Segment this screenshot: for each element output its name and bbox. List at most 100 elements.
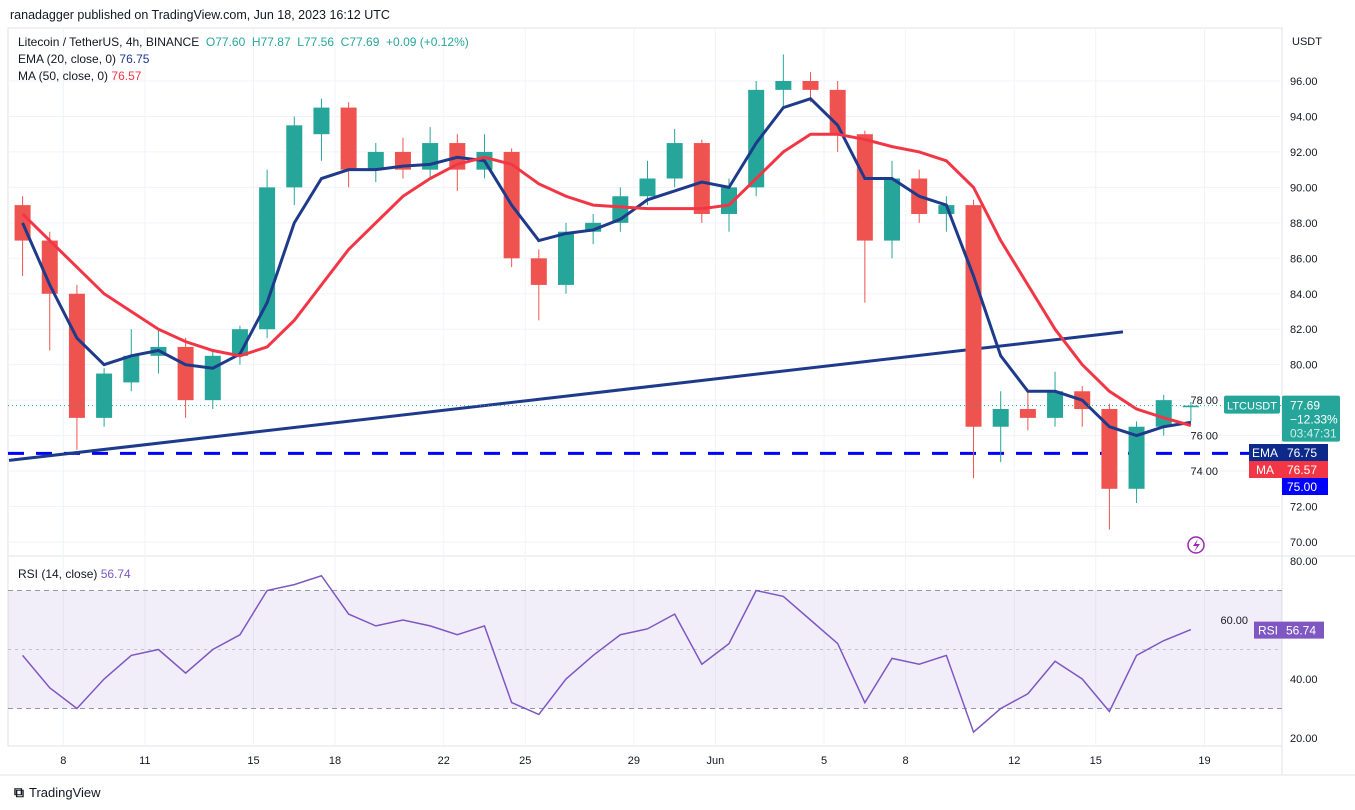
rsi-tick: 20.00 — [1290, 733, 1318, 745]
time-tick: 22 — [438, 755, 450, 767]
high-value: H77.87 — [251, 35, 291, 49]
price-tick: 82.00 — [1290, 324, 1318, 336]
ema-legend: EMA (20, close, 0) 76.75 — [18, 52, 149, 66]
candle-body — [938, 205, 955, 214]
candle-body — [965, 205, 982, 427]
candle-body — [204, 355, 221, 401]
rsi-tick: 60.00 — [1220, 615, 1248, 627]
scale-value-bg — [1282, 478, 1328, 495]
candle-body — [748, 89, 765, 188]
candle-body — [68, 293, 85, 418]
scale-name: EMA — [1252, 446, 1278, 460]
scale-name-bg — [1249, 444, 1282, 461]
rsi-line — [22, 574, 1192, 734]
last-price: 77.69 — [1290, 399, 1320, 413]
rsi-tick: 80.00 — [1290, 556, 1318, 568]
change-value: +0.09 (+0.12%) — [386, 35, 469, 49]
scale-value: 76.75 — [1287, 446, 1317, 460]
time-tick: Jun — [707, 755, 725, 767]
lightning-icon-glyph — [1193, 539, 1200, 552]
last-price-box — [1282, 395, 1340, 442]
candle-body — [775, 81, 792, 90]
rsi-tick: 40.00 — [1290, 674, 1318, 686]
tradingview-logo[interactable]: ⧉ TradingView — [14, 784, 101, 801]
candle-body — [992, 409, 1009, 427]
time-tick: 12 — [1008, 755, 1020, 767]
open-value: O77.60 — [205, 35, 246, 49]
candle-body — [666, 143, 683, 179]
rsi-scale-name: RSI — [1258, 624, 1278, 638]
scale-name-bg — [1249, 461, 1282, 478]
price-tick: 80.00 — [1290, 360, 1318, 372]
candle-body — [693, 143, 710, 214]
countdown: 03:47:31 — [1290, 427, 1337, 441]
ticker-label-bg — [1224, 395, 1280, 414]
candle-body — [557, 231, 574, 285]
candle-body — [259, 187, 276, 330]
price-tick: 92.00 — [1290, 147, 1318, 159]
rsi-value-bg — [1282, 621, 1324, 639]
price-tick: 70.00 — [1290, 537, 1318, 549]
price-axis-unit: USDT — [1292, 36, 1322, 48]
scale-value: 75.00 — [1287, 480, 1317, 494]
ma-value: 76.57 — [111, 69, 142, 83]
candle-body — [41, 240, 58, 294]
ema-line — [21, 97, 1192, 438]
candle-body — [96, 373, 113, 418]
last-change: −12.33% — [1290, 413, 1338, 427]
low-value: L77.56 — [297, 35, 334, 49]
candle-body — [1128, 426, 1145, 489]
candle-body — [884, 178, 901, 241]
candle-body — [639, 178, 656, 197]
published-caption: ranadagger published on TradingView.com,… — [10, 8, 390, 22]
scale-value: 76.57 — [1287, 463, 1317, 477]
candle-body — [340, 107, 357, 170]
candle-body — [585, 222, 602, 232]
scale-value-bg — [1282, 461, 1328, 478]
close-value: C77.69 — [340, 35, 380, 49]
scale-value-bg — [1282, 444, 1328, 461]
candle-body — [286, 125, 303, 188]
candle-body — [123, 355, 140, 383]
candle-body — [802, 81, 819, 90]
time-tick: 15 — [247, 755, 259, 767]
time-tick: 15 — [1090, 755, 1102, 767]
tv-logo-icon: ⧉ — [14, 784, 24, 800]
footer-text: TradingView — [29, 785, 101, 800]
price-tick: 72.00 — [1290, 502, 1318, 514]
candle-body — [1155, 400, 1172, 427]
time-tick: 5 — [821, 755, 827, 767]
rsi-value: 56.74 — [100, 567, 131, 581]
ema-label: EMA (20, close, 0) — [18, 52, 117, 66]
price-tick: 96.00 — [1290, 76, 1318, 88]
candle-body — [313, 107, 330, 135]
candle-body — [530, 258, 547, 285]
rsi-name-bg — [1254, 621, 1282, 639]
scale-name: MA — [1256, 463, 1274, 477]
time-tick: 19 — [1198, 755, 1210, 767]
ma-line — [21, 132, 1192, 427]
price-tick: 94.00 — [1290, 111, 1318, 123]
trendline — [8, 330, 1124, 462]
time-tick: 8 — [903, 755, 909, 767]
candle-body — [1019, 409, 1036, 418]
ticker-label: LTCUSDT — [1227, 401, 1277, 413]
time-tick: 8 — [60, 755, 66, 767]
candle-body — [177, 346, 194, 401]
time-tick: 25 — [519, 755, 531, 767]
rsi-scale-value: 56.74 — [1286, 624, 1316, 638]
price-tick: 86.00 — [1290, 253, 1318, 265]
price-tick: 88.00 — [1290, 218, 1318, 230]
time-tick: 29 — [628, 755, 640, 767]
lightning-icon — [1187, 536, 1205, 554]
time-tick: 11 — [139, 755, 150, 767]
symbol-legend: Litecoin / TetherUS, 4h, BINANCE O77.60 … — [18, 35, 469, 49]
ma-legend: MA (50, close, 0) 76.57 — [18, 69, 141, 83]
candle-body — [1047, 391, 1064, 418]
price-tick: 84.00 — [1290, 289, 1318, 301]
rsi-label: RSI (14, close) — [18, 567, 98, 581]
ma-label: MA (50, close, 0) — [18, 69, 109, 83]
price-tick: 90.00 — [1290, 182, 1318, 194]
candle-body — [1182, 405, 1199, 408]
